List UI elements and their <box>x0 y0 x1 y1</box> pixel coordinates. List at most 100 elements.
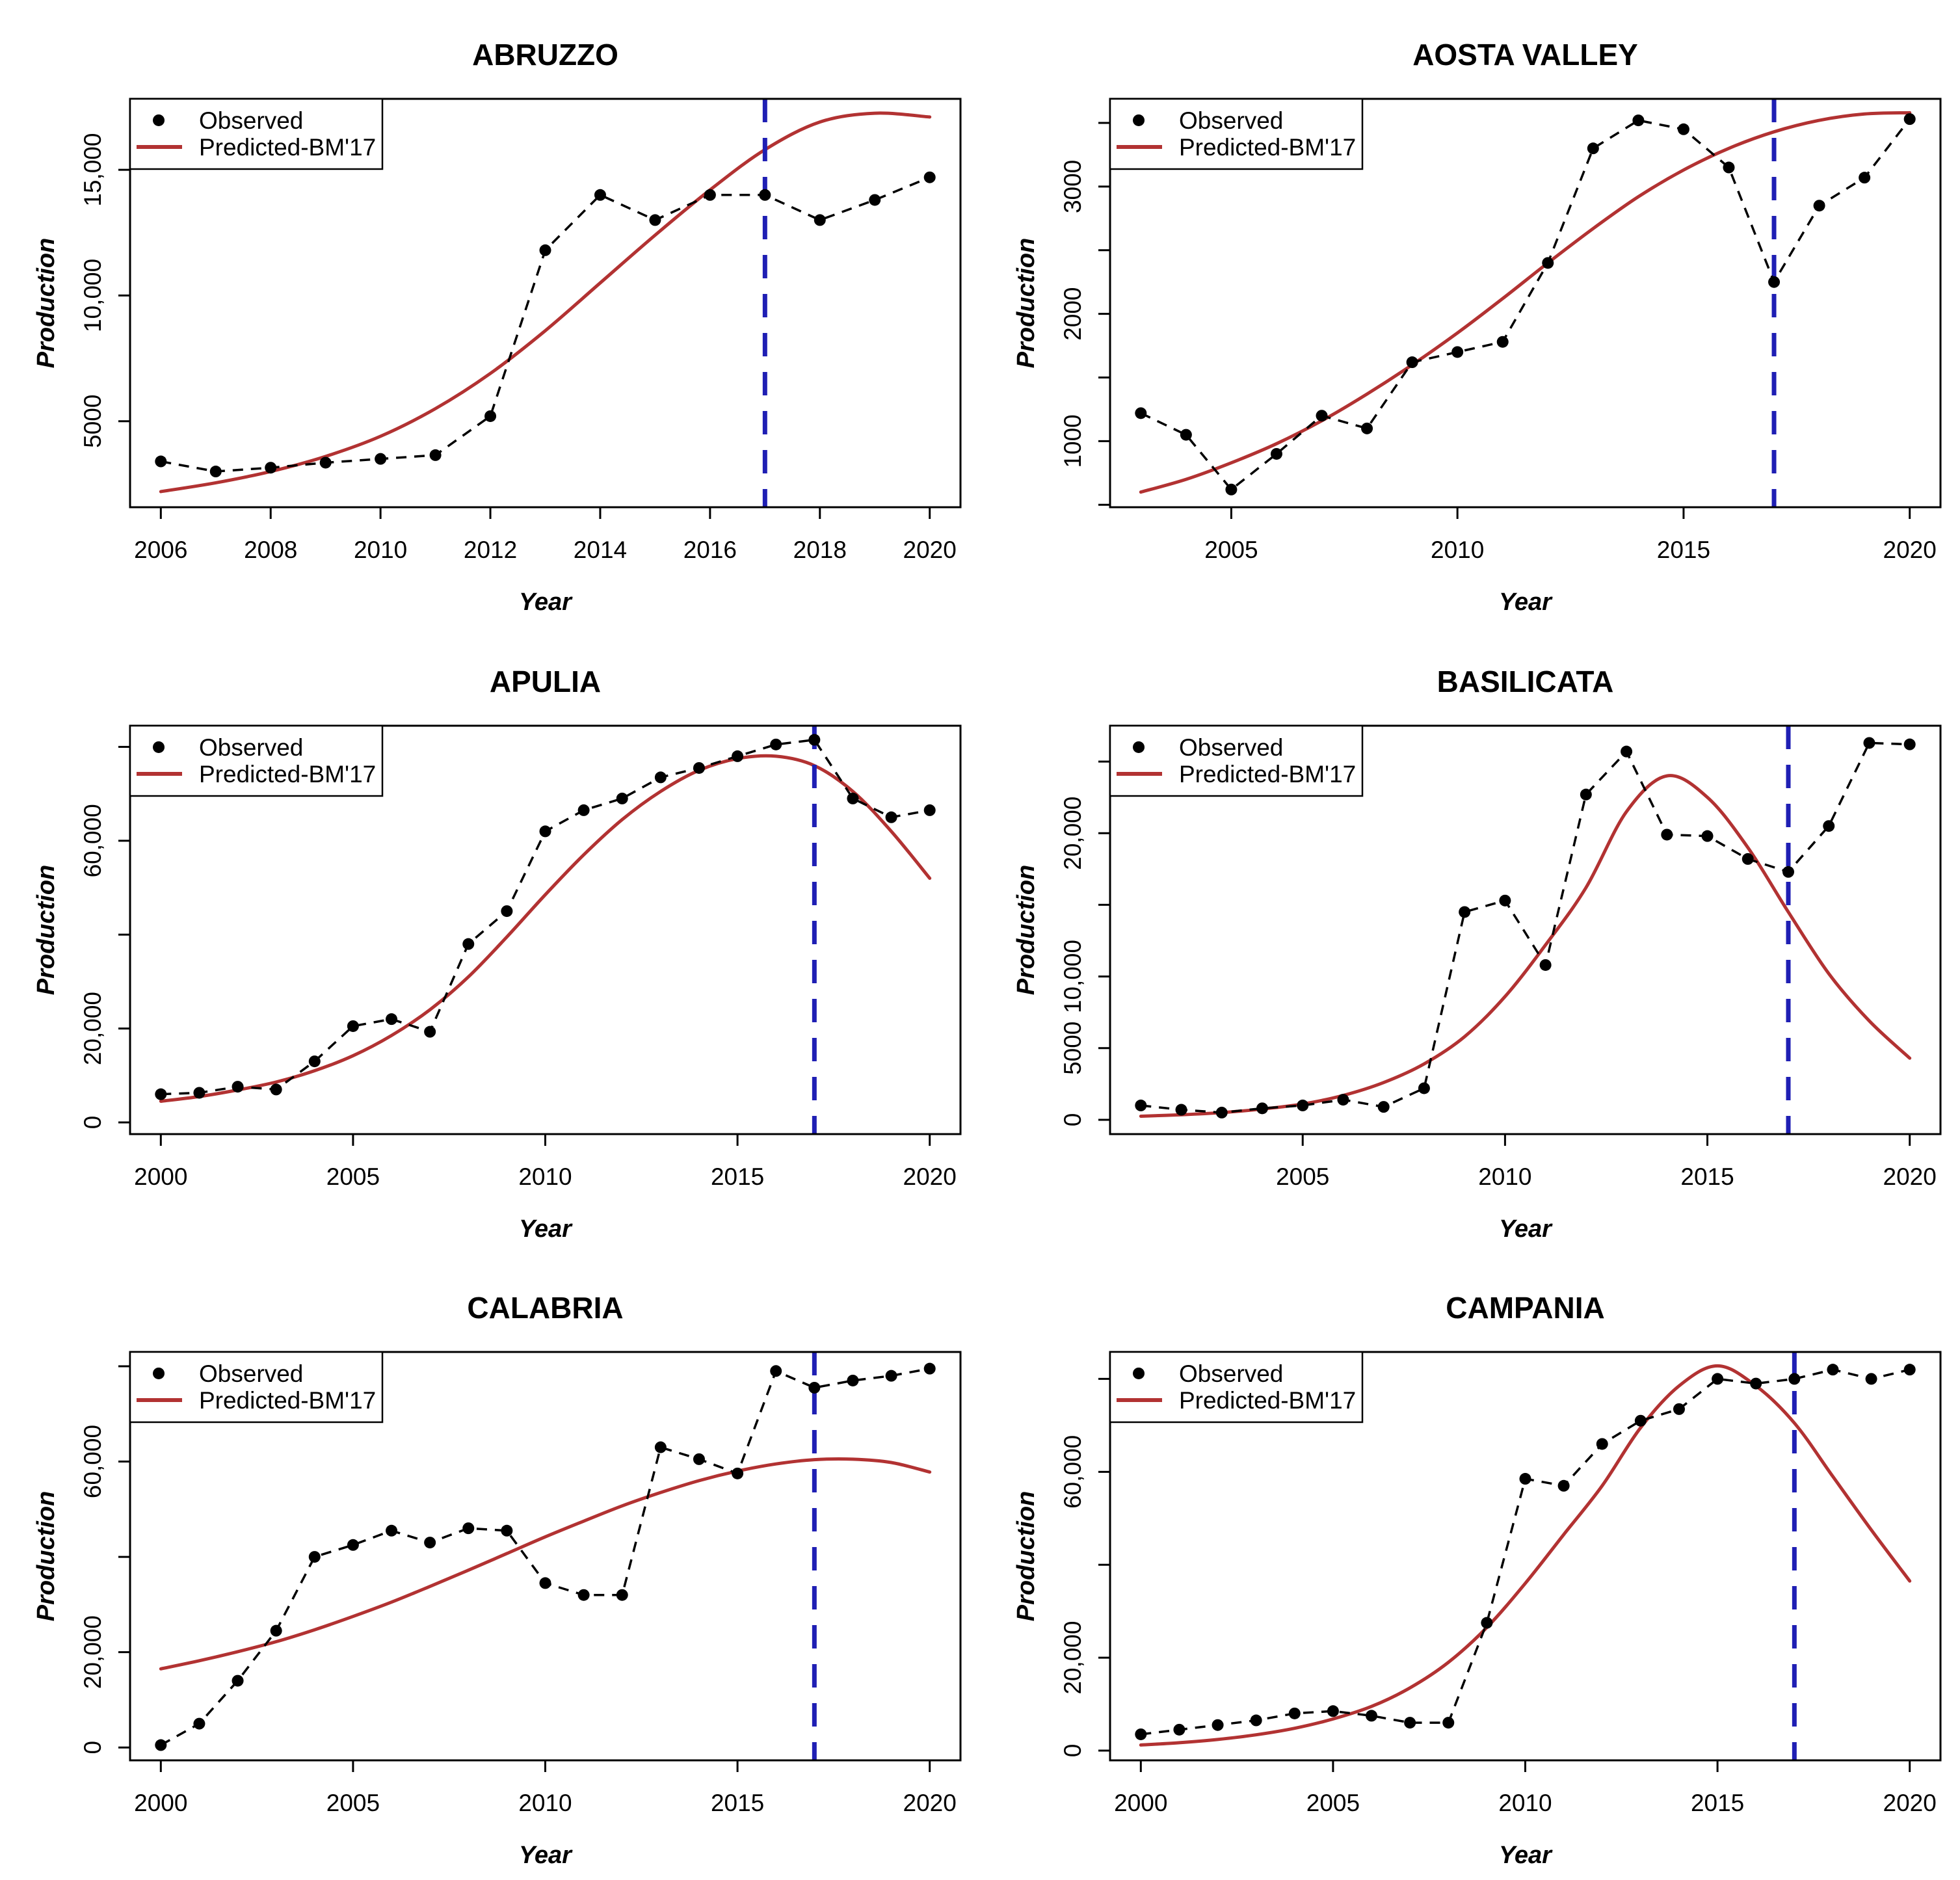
observed-series-line <box>1140 118 1911 492</box>
observed-point <box>155 1739 167 1751</box>
y-axis-label: Production <box>1013 1491 1040 1621</box>
observed-point <box>1632 114 1645 127</box>
x-tick-label: 2020 <box>1883 1790 1937 1816</box>
x-tick-label: 2010 <box>1478 1163 1531 1190</box>
observed-point <box>885 811 897 823</box>
chart-panel-aosta-valley: AOSTA VALLEY 2005 2010 2015 2020 1000 2000 3000… <box>980 0 1960 627</box>
observed-point <box>539 1577 551 1589</box>
x-tick-label: 2006 <box>134 536 187 563</box>
chart-panel-calabria: CALABRIA 2000 2005 2010 2015 2020 0 20,000 60,00… <box>0 1253 980 1880</box>
observed-point <box>1297 1099 1309 1111</box>
observed-point <box>1173 1724 1185 1736</box>
y-tick-label: 20,000 <box>79 992 106 1065</box>
x-axis-label: Year <box>519 1215 573 1243</box>
observed-point <box>770 738 782 750</box>
chart-title: AOSTA VALLEY <box>1412 38 1638 72</box>
observed-point <box>1212 1719 1224 1732</box>
observed-point <box>1859 172 1871 184</box>
y-tick-label: 10,000 <box>1059 940 1086 1013</box>
y-tick-label: 20,000 <box>1059 1621 1086 1695</box>
y-tick-label: 60,000 <box>79 1425 106 1498</box>
chart-panel-basilicata: BASILICATA 2005 2010 2015 2020 0 5000 10,000 20,… <box>980 626 1960 1254</box>
observed-point <box>1557 1480 1570 1492</box>
observed-point <box>1366 1710 1378 1722</box>
chart-panel-abruzzo: ABRUZZO 2006 2008 2010 2012 2014 2016 2018 2020 5… <box>0 0 980 627</box>
x-tick-label: 2005 <box>1276 1163 1329 1190</box>
chart-svg: CALABRIA 2000 2005 2010 2015 2020 0 20,000 60,00… <box>33 1291 962 1869</box>
y-tick-label: 60,000 <box>79 804 106 877</box>
observed-point <box>386 1525 398 1537</box>
legend-label-predicted: Predicted-BM'17 <box>1179 761 1356 788</box>
observed-point <box>693 1453 705 1466</box>
observed-point <box>484 410 497 422</box>
observed-point <box>1215 1106 1228 1119</box>
chart-panel-campania: CAMPANIA 2000 2005 2010 2015 2020 0 20,000 60,00… <box>980 1253 1960 1880</box>
observed-point <box>232 1080 244 1092</box>
observed-point <box>1723 161 1735 174</box>
observed-point <box>209 466 222 478</box>
observed-point <box>424 1537 436 1549</box>
observed-point <box>424 1026 436 1038</box>
observed-point <box>808 734 821 746</box>
observed-point <box>1499 894 1511 907</box>
observed-point <box>1442 1717 1455 1729</box>
observed-point <box>1863 737 1875 749</box>
legend-box <box>1109 98 1364 170</box>
x-axis-label: Year <box>1499 1842 1553 1869</box>
legend-label-predicted: Predicted-BM'17 <box>199 134 376 161</box>
legend-observed-point-icon <box>1133 1368 1145 1380</box>
observed-point <box>1788 1373 1801 1385</box>
observed-point <box>923 1362 936 1375</box>
y-tick-label: 0 <box>79 1741 106 1754</box>
x-tick-label: 2020 <box>1883 1163 1937 1190</box>
x-tick-label: 2005 <box>1204 536 1258 563</box>
x-tick-label: 2000 <box>134 1790 187 1816</box>
observed-point <box>1418 1082 1430 1094</box>
y-tick-label: 5000 <box>79 395 106 448</box>
x-tick-label: 2010 <box>1431 536 1484 563</box>
y-axis-label: Production <box>1013 864 1040 994</box>
observed-point <box>1813 200 1825 212</box>
observed-point <box>1621 745 1633 758</box>
chart-title: APULIA <box>490 665 601 698</box>
legend-observed-point-icon <box>153 114 165 126</box>
observed-point <box>616 792 628 804</box>
x-tick-label: 2010 <box>354 536 407 563</box>
observed-point <box>1451 346 1464 358</box>
observed-point <box>885 1370 897 1382</box>
chart-panel-apulia: APULIA 2000 2005 2010 2015 2020 0 20,000 60,000 Y… <box>0 626 980 1254</box>
predicted-series-line <box>1139 1364 1912 1747</box>
observed-point <box>1135 407 1147 419</box>
x-axis-label: Year <box>1499 589 1553 616</box>
x-tick-label: 2015 <box>1680 1163 1734 1190</box>
observed-point <box>1175 1104 1187 1116</box>
chart-title: CALABRIA <box>467 1291 623 1325</box>
x-tick-label: 2010 <box>518 1163 572 1190</box>
x-tick-label: 2005 <box>326 1790 380 1816</box>
observed-point <box>1316 410 1328 422</box>
observed-point <box>1377 1100 1390 1113</box>
observed-point <box>1135 1728 1147 1741</box>
legend-label-observed: Observed <box>199 1360 303 1387</box>
observed-point <box>539 244 551 256</box>
y-axis-label: Production <box>33 864 60 994</box>
observed-point <box>847 792 859 804</box>
observed-point <box>1712 1373 1724 1385</box>
observed-point <box>375 453 387 465</box>
x-tick-label: 2015 <box>711 1163 764 1190</box>
observed-point <box>1404 1717 1416 1729</box>
observed-point <box>1481 1617 1493 1629</box>
observed-point <box>654 1441 667 1453</box>
x-axis-label: Year <box>519 589 573 616</box>
x-tick-label: 2020 <box>903 1790 957 1816</box>
legend-label-observed: Observed <box>1179 734 1283 761</box>
observed-point <box>847 1375 859 1387</box>
predicted-series-line <box>1139 111 1912 494</box>
x-tick-label: 2000 <box>134 1163 187 1190</box>
observed-point <box>1225 483 1238 496</box>
observed-point <box>1677 123 1689 135</box>
observed-point <box>1768 276 1781 288</box>
x-tick-label: 2016 <box>683 536 737 563</box>
